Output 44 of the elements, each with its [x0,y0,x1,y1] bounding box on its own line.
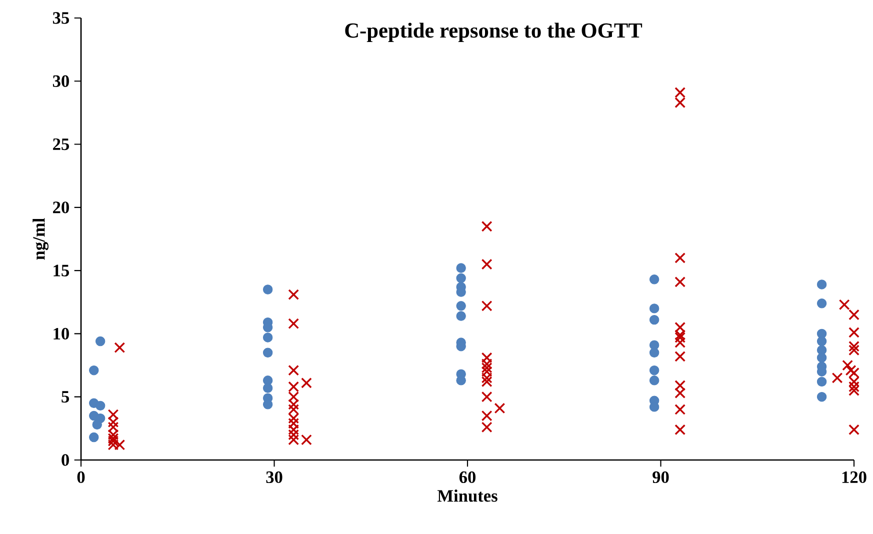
x-tick-label: 60 [459,471,476,484]
point [456,301,466,311]
point [262,332,273,342]
point [649,365,660,376]
point [649,402,660,412]
y-tick-label: 20 [53,202,69,214]
point [649,304,660,314]
point [262,284,273,294]
point [816,298,827,308]
y-tick-label: 5 [62,391,69,403]
point [262,348,273,358]
point [816,280,827,290]
x-tick-label: 0 [77,471,85,484]
point [92,420,102,430]
point [816,352,827,363]
point [649,314,660,325]
point [262,400,273,410]
point [456,376,466,386]
chart-title: C-peptide repsonse to the OGTT [345,22,642,42]
y-axis-title: ng/ml [32,218,48,260]
point [816,336,827,346]
point [89,365,99,376]
x-tick-label: 30 [266,471,282,484]
point [816,376,827,387]
y-tick-label: 25 [53,138,69,150]
point [649,376,660,386]
point [649,274,660,284]
point [649,348,660,358]
point [456,311,466,321]
point [89,432,99,442]
y-tick-label: 15 [54,264,69,276]
point [816,392,827,402]
x-axis-title: Minutes [437,490,498,502]
y-tick-label: 10 [54,328,69,340]
y-tick-label: 35 [52,12,69,24]
y-tick-label: 30 [52,75,69,87]
point [95,400,106,411]
point [95,336,106,346]
point [456,273,466,284]
point [456,263,466,273]
y-tick-label: 0 [62,454,69,466]
x-tick-label: 120 [842,471,866,484]
point [262,383,273,393]
x-tick-label: 90 [652,471,669,484]
